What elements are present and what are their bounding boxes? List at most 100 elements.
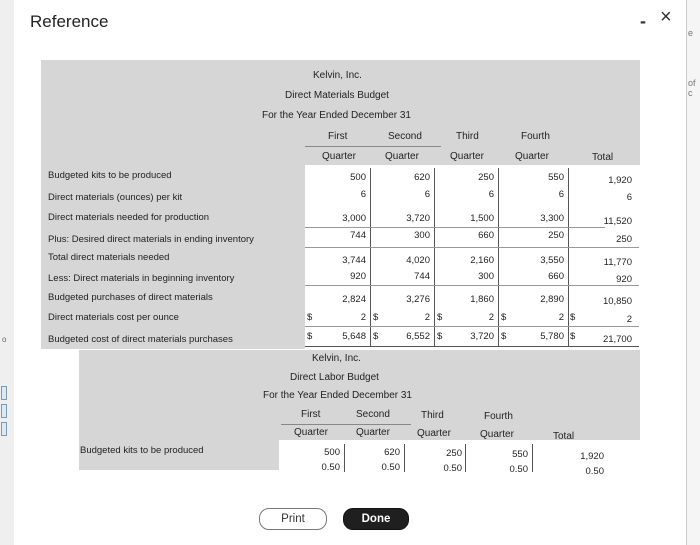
col-header-total: Total	[592, 152, 614, 163]
cell-q2-ending: 300	[414, 230, 430, 241]
cell-total-ending: 250	[616, 234, 632, 245]
labor-col-q2-bottom: Quarter	[356, 427, 390, 438]
materials-header-band	[41, 60, 640, 165]
cell-q2-cost-per-ounce: 2	[424, 312, 430, 323]
cell-q1-cost-per-ounce: 2	[360, 312, 366, 323]
minimize-button[interactable]: -	[640, 11, 646, 31]
cell-q2-kits: 620	[414, 172, 430, 183]
cell-q3-ounces: 6	[488, 189, 494, 200]
cell-q3-cost: 3,720	[470, 331, 494, 342]
col-divider	[568, 168, 569, 346]
cell-q2-ounces: 6	[424, 189, 430, 200]
materials-period: For the Year Ended December 31	[262, 110, 411, 121]
cell-q3-total-needed: 2,160	[470, 255, 494, 266]
labor-cell-total-hours: 0.50	[585, 466, 605, 477]
cell-q4-total-needed: 3,550	[540, 255, 564, 266]
cell-total-needed: 11,520	[603, 216, 632, 227]
currency-sign: $	[570, 312, 576, 323]
cell-q2-cost: 6,552	[406, 331, 430, 342]
labor-col-q4-bottom: Quarter	[480, 429, 514, 440]
left-edge-text: o	[2, 335, 7, 344]
col-header-q1-bottom: Quarter	[322, 151, 356, 162]
rule	[305, 285, 639, 286]
currency-sign: $	[373, 331, 379, 342]
header-rule	[305, 146, 441, 147]
cell-total-cost-per-ounce: 2	[626, 314, 632, 325]
materials-label-band	[41, 165, 305, 349]
cell-q2-needed: 3,720	[406, 213, 430, 224]
col-header-q3-top: Third	[456, 131, 479, 142]
cell-q4-cost: 5,780	[540, 331, 564, 342]
edge-marker	[1, 404, 7, 418]
cell-q2-total-needed: 4,020	[406, 255, 430, 266]
labor-cell-q3-kits: 250	[446, 448, 462, 459]
cell-q1-total-needed: 3,744	[342, 255, 366, 266]
currency-sign: $	[501, 312, 507, 323]
cell-q1-purchases: 2,824	[342, 294, 366, 305]
col-header-q4-bottom: Quarter	[515, 151, 549, 162]
labor-cell-q4-hours: 0.50	[509, 464, 529, 475]
row-label-beginning-inventory: Less: Direct materials in beginning inve…	[48, 273, 235, 284]
row-label-budgeted-purchases: Budgeted purchases of direct materials	[48, 292, 213, 303]
labor-col-q3-top: Third	[421, 410, 444, 421]
cell-total-kits: 1,920	[608, 175, 632, 186]
cell-q2-purchases: 3,276	[406, 294, 430, 305]
right-edge-text-top: e	[688, 28, 694, 38]
labor-col-total: Total	[553, 431, 575, 442]
edge-marker	[1, 386, 7, 400]
cell-q3-ending: 660	[478, 230, 494, 241]
dialog-title: Reference	[30, 12, 109, 31]
labor-company: Kelvin, Inc.	[312, 353, 361, 364]
labor-col-q4-top: Fourth	[484, 411, 513, 422]
done-button[interactable]: Done	[343, 508, 409, 530]
labor-cell-q3-hours: 0.50	[443, 463, 463, 474]
labor-cell-q2-kits: 620	[384, 447, 400, 458]
cell-q4-cost-per-ounce: 2	[558, 312, 564, 323]
col-header-q1-top: First	[328, 131, 348, 142]
cell-q3-cost-per-ounce: 2	[488, 312, 494, 323]
header-rule	[281, 424, 411, 425]
cell-q1-beginning: 920	[350, 271, 366, 282]
col-divider	[532, 444, 533, 472]
col-divider	[465, 444, 466, 472]
materials-title: Direct Materials Budget	[285, 90, 389, 101]
col-divider	[498, 168, 499, 346]
close-button[interactable]: ×	[660, 6, 672, 28]
labor-header-band	[79, 350, 640, 440]
print-button[interactable]: Print	[259, 508, 327, 530]
row-label-budgeted-cost: Budgeted cost of direct materials purcha…	[48, 334, 233, 345]
right-edge-text-mid: of c	[688, 78, 696, 98]
rule	[305, 346, 639, 347]
row-label-kits: Budgeted kits to be produced	[48, 170, 172, 181]
labor-cell-total-kits: 1,920	[580, 451, 604, 462]
col-header-q2-top: Second	[388, 131, 422, 142]
labor-period: For the Year Ended December 31	[263, 390, 412, 401]
currency-sign: $	[570, 331, 576, 342]
labor-title: Direct Labor Budget	[290, 372, 379, 383]
rule	[305, 227, 605, 228]
col-header-q3-bottom: Quarter	[450, 151, 484, 162]
col-header-q2-bottom: Quarter	[385, 151, 419, 162]
cell-q4-beginning: 660	[548, 271, 564, 282]
row-label-total-needed: Total direct materials needed	[48, 252, 170, 263]
row-label-needed-production: Direct materials needed for production	[48, 212, 210, 223]
labor-col-q2-top: Second	[356, 409, 390, 420]
row-label-cost-per-ounce: Direct materials cost per ounce	[48, 312, 179, 323]
cell-q4-kits: 550	[548, 172, 564, 183]
currency-sign: $	[373, 312, 379, 323]
labor-cell-q2-hours: 0.50	[381, 462, 401, 473]
row-label-ending-inventory: Plus: Desired direct materials in ending…	[48, 234, 254, 245]
cell-q4-ounces: 6	[558, 189, 564, 200]
currency-sign: $	[437, 331, 443, 342]
cell-total-ounces: 6	[626, 192, 632, 203]
currency-sign: $	[307, 331, 313, 342]
row-label-ounces-per-kit: Direct materials (ounces) per kit	[48, 192, 183, 203]
cell-q4-needed: 3,300	[540, 213, 564, 224]
currency-sign: $	[307, 312, 313, 323]
cell-q3-purchases: 1,860	[470, 294, 494, 305]
col-divider	[434, 168, 435, 346]
col-divider	[370, 168, 371, 346]
labor-row-label-kits: Budgeted kits to be produced	[80, 445, 204, 456]
right-edge: e of c	[686, 0, 700, 545]
cell-q4-ending: 250	[548, 230, 564, 241]
